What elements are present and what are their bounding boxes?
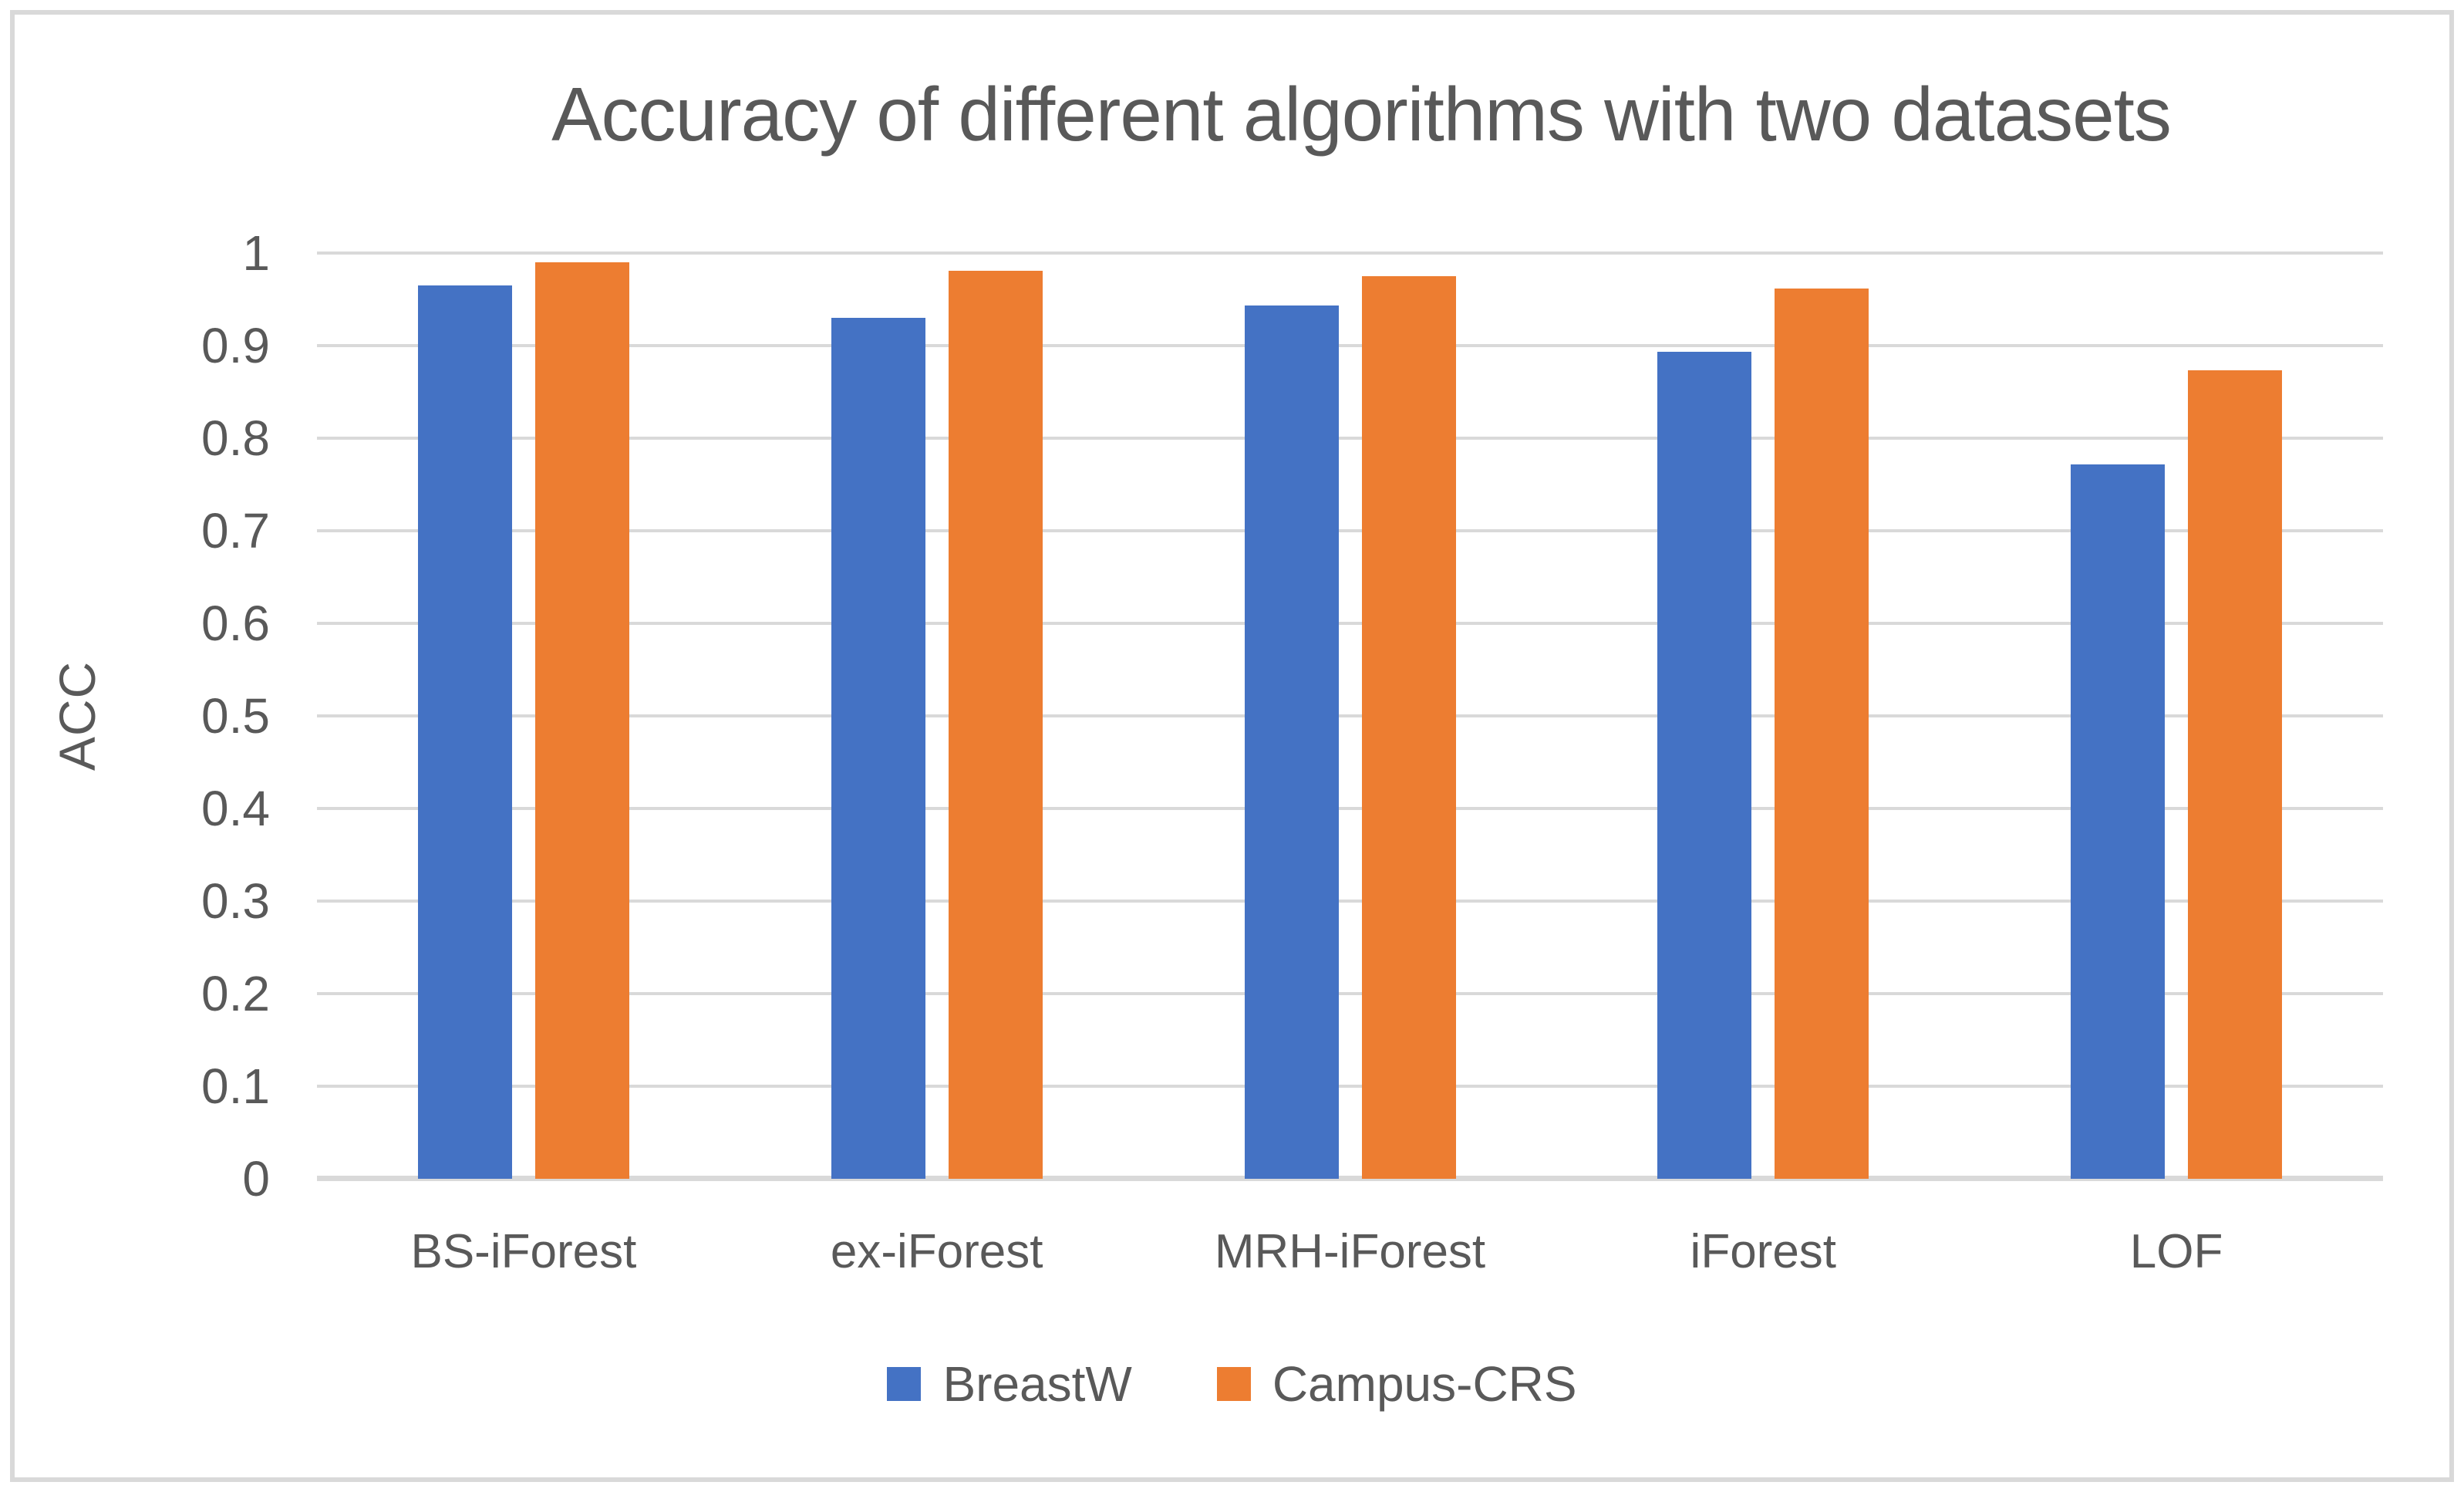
legend-item-BreastW: BreastW	[887, 1355, 1132, 1413]
legend-swatch-BreastW	[887, 1367, 922, 1401]
y-tick-label-0: 0	[242, 1151, 270, 1207]
gridline-y-0.7	[317, 529, 2383, 532]
bar-BreastW-LOF	[2071, 464, 2166, 1179]
legend-swatch-Campus-CRS	[1216, 1367, 1251, 1401]
legend-item-Campus-CRS: Campus-CRS	[1216, 1355, 1577, 1413]
gridline-y-0.4	[317, 807, 2383, 810]
y-tick-label-0.9: 0.9	[201, 318, 270, 373]
x-category-label-MRH-iForest: MRH-iForest	[1214, 1225, 1486, 1278]
bar-Campus-CRS-LOF	[2188, 370, 2283, 1179]
y-tick-label-0.1: 0.1	[201, 1058, 270, 1114]
gridline-y-0.2	[317, 992, 2383, 995]
bar-Campus-CRS-ex-iForest	[948, 270, 1043, 1179]
bar-Campus-CRS-iForest	[1775, 288, 1869, 1179]
y-tick-label-0.8: 0.8	[201, 410, 270, 466]
chart-title: Accuracy of different algorithms with tw…	[551, 72, 2172, 157]
gridline-y-0.8	[317, 437, 2383, 440]
x-category-label-LOF: LOF	[2129, 1225, 2223, 1278]
x-category-label-iForest: iForest	[1690, 1225, 1837, 1278]
y-axis-title: ACC	[49, 660, 106, 771]
legend: BreastW Campus-CRS	[0, 1352, 2464, 1416]
chart-frame-border	[10, 10, 2454, 1482]
y-tick-label-0.2: 0.2	[201, 966, 270, 1021]
x-axis-line	[317, 1176, 2383, 1181]
legend-label-BreastW: BreastW	[942, 1356, 1132, 1412]
y-tick-label-0.7: 0.7	[201, 503, 270, 559]
gridline-y-0.9	[317, 344, 2383, 347]
gridline-y-0.6	[317, 622, 2383, 625]
bar-BreastW-BS-iForest	[417, 285, 512, 1179]
x-category-label-BS-iForest: BS-iForest	[410, 1225, 637, 1278]
legend-label-Campus-CRS: Campus-CRS	[1272, 1356, 1577, 1412]
y-tick-label-0.3: 0.3	[201, 873, 270, 929]
bar-Campus-CRS-BS-iForest	[534, 262, 629, 1179]
bar-BreastW-ex-iForest	[831, 318, 925, 1179]
gridline-y-0.5	[317, 714, 2383, 717]
y-tick-label-0.4: 0.4	[201, 781, 270, 836]
bar-BreastW-MRH-iForest	[1244, 305, 1339, 1179]
gridline-y-0.1	[317, 1085, 2383, 1088]
y-tick-label-0.6: 0.6	[201, 596, 270, 651]
gridline-y-0.3	[317, 900, 2383, 903]
bar-BreastW-iForest	[1657, 352, 1752, 1179]
y-tick-label-1: 1	[242, 225, 270, 281]
x-category-label-ex-iForest: ex-iForest	[830, 1225, 1043, 1278]
bar-Campus-CRS-MRH-iForest	[1361, 276, 1456, 1179]
plot-area	[317, 251, 2383, 1181]
gridline-y-1	[317, 251, 2383, 255]
y-tick-label-0.5: 0.5	[201, 688, 270, 744]
